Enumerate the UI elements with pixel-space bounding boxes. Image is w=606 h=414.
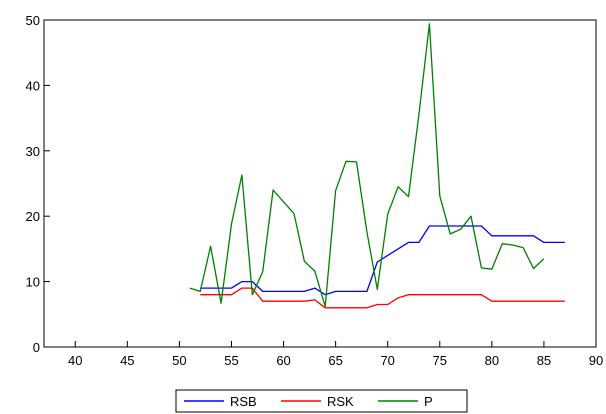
series-line-p <box>189 23 545 308</box>
x-tick-label: 60 <box>276 353 290 368</box>
y-tick-label: 10 <box>26 275 40 290</box>
x-tick-label: 90 <box>589 353 603 368</box>
x-tick-label: 55 <box>224 353 238 368</box>
plot-frame <box>43 19 597 348</box>
x-tick-label: 40 <box>68 353 82 368</box>
x-tick-label: 80 <box>485 353 499 368</box>
legend-label-rsb: RSB <box>230 394 257 409</box>
y-tick-label: 50 <box>26 13 40 28</box>
legend-label-rsk: RSK <box>327 394 354 409</box>
x-tick-label: 85 <box>537 353 551 368</box>
series-line-rsb <box>200 225 565 296</box>
y-tick-label: 30 <box>26 144 40 159</box>
legend-label-p: P <box>424 394 433 409</box>
x-tick-label: 75 <box>433 353 447 368</box>
legend: RSB RSK P <box>175 389 468 413</box>
series-line-rsk <box>200 287 565 309</box>
legend-box <box>175 389 468 413</box>
x-tick-label: 45 <box>120 353 134 368</box>
y-tick-label: 20 <box>26 209 40 224</box>
y-tick-label: 40 <box>26 78 40 93</box>
x-tick-label: 50 <box>172 353 186 368</box>
series-lines <box>189 23 565 309</box>
y-tick-label: 0 <box>33 340 40 355</box>
y-axis: 0 10 20 30 40 50 <box>26 13 50 355</box>
x-tick-label: 65 <box>328 353 342 368</box>
x-axis: 40 45 50 55 60 65 70 75 80 85 90 <box>68 341 603 368</box>
x-tick-label: 70 <box>380 353 394 368</box>
